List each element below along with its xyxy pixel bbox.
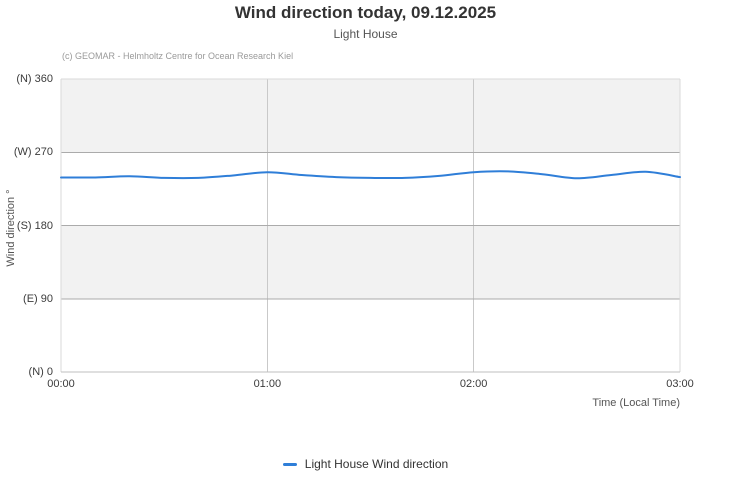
x-axis-label: 01:00: [253, 378, 282, 390]
y-axis-label: (W) 270: [13, 146, 53, 159]
y-axis-label: (E) 90: [23, 292, 53, 305]
y-axis-label: (N) 0: [28, 366, 53, 378]
credits-text: (c) GEOMAR - Helmholtz Centre for Ocean …: [62, 51, 294, 61]
y-axis-label: (N) 360: [16, 73, 53, 85]
y-axis-label: (S) 180: [16, 219, 53, 232]
x-axis-label: 02:00: [459, 378, 488, 390]
series-line[interactable]: [60, 170, 681, 180]
legend-line-marker-icon: [282, 462, 297, 466]
legend-item-wind-direction[interactable]: Light House Wind direction: [282, 457, 449, 471]
y-axis-title: Wind direction °: [5, 189, 17, 267]
x-axis-label: 00:00: [47, 378, 75, 390]
legend-label: Light House Wind direction: [304, 457, 449, 471]
chart-title: Wind direction today, 09.12.2025: [234, 3, 497, 22]
chart-subtitle: Light House: [333, 27, 398, 41]
legend: Light House Wind direction: [0, 457, 731, 471]
x-axis-title: Time (Local Time): [592, 397, 680, 409]
x-axis-label: 03:00: [666, 378, 694, 390]
